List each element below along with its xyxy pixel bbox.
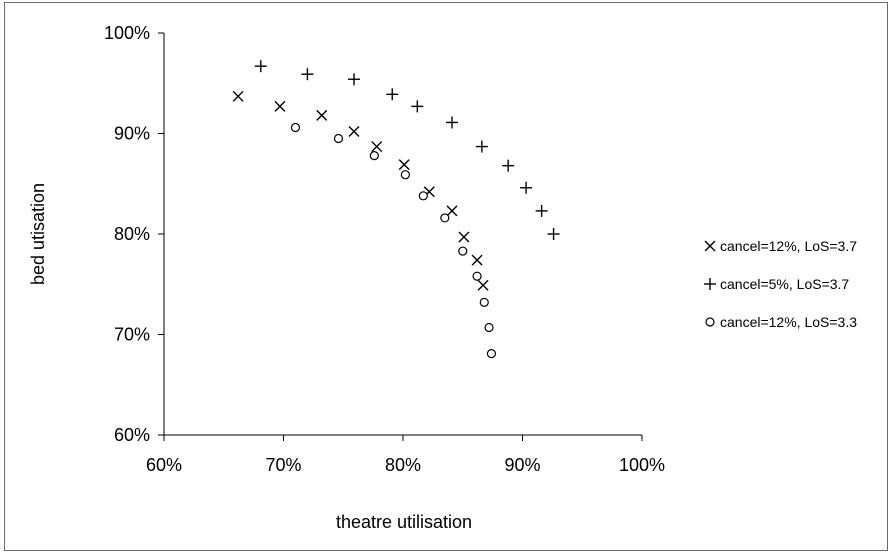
legend-label: cancel=5%, LoS=3.7 xyxy=(720,276,849,292)
x-axis-title: theatre utilisation xyxy=(336,512,472,532)
data-point xyxy=(479,297,489,307)
data-point xyxy=(445,116,458,129)
y-axis-title: bed utisation xyxy=(28,183,48,285)
data-point xyxy=(400,170,410,180)
x-tick-label: 80% xyxy=(385,455,421,475)
y-tick-label: 80% xyxy=(114,224,150,244)
legend-marker xyxy=(704,278,716,290)
data-point xyxy=(440,213,450,223)
data-point xyxy=(472,271,482,281)
axes xyxy=(158,32,643,441)
data-point xyxy=(458,231,470,243)
data-point xyxy=(348,73,361,86)
legend-label: cancel=12%, LoS=3.7 xyxy=(720,238,857,254)
data-point xyxy=(535,204,548,217)
legend-item: cancel=5%, LoS=3.7 xyxy=(704,276,849,292)
data-point xyxy=(274,100,286,112)
y-tick-label: 70% xyxy=(114,325,150,345)
legend-item: cancel=12%, LoS=3.7 xyxy=(704,238,857,254)
data-point xyxy=(547,228,560,240)
data-point xyxy=(398,159,410,171)
series-3 xyxy=(290,122,497,359)
x-tick-label: 90% xyxy=(504,455,540,475)
y-tick-labels: 60% 70% 80% 90% 100% xyxy=(104,23,150,445)
data-point xyxy=(254,60,267,73)
data-point xyxy=(477,279,489,291)
legend-marker xyxy=(704,240,716,252)
data-point xyxy=(232,90,244,102)
chart-frame xyxy=(4,2,888,551)
data-point xyxy=(471,254,483,266)
data-point xyxy=(386,88,399,101)
data-point xyxy=(290,122,301,133)
data-point xyxy=(520,181,533,194)
data-point xyxy=(446,205,458,217)
data-point xyxy=(502,159,515,172)
data-point xyxy=(333,133,344,144)
data-point xyxy=(301,68,314,81)
data-marks xyxy=(232,60,560,359)
data-point xyxy=(484,322,494,333)
data-point xyxy=(411,100,424,113)
legend-item: cancel=12%, LoS=3.3 xyxy=(705,314,857,330)
data-point xyxy=(371,141,383,153)
x-tick-labels: 60% 70% 80% 90% 100% xyxy=(146,455,665,475)
y-tick-label: 90% xyxy=(114,124,150,144)
data-point xyxy=(418,191,428,201)
legend-marker xyxy=(705,317,715,327)
x-tick-label: 60% xyxy=(146,455,182,475)
legend: cancel=12%, LoS=3.7 cancel=5%, LoS=3.7 can… xyxy=(704,238,857,330)
x-tick-label: 70% xyxy=(265,455,301,475)
y-tick-label: 100% xyxy=(104,23,150,43)
x-tick-label: 100% xyxy=(619,455,665,475)
series-1 xyxy=(232,90,489,291)
y-tick-label: 60% xyxy=(114,425,150,445)
data-point xyxy=(486,348,497,359)
data-point xyxy=(458,246,468,256)
series-2 xyxy=(254,60,560,240)
data-point xyxy=(475,140,488,153)
data-point xyxy=(348,125,360,137)
data-point xyxy=(369,151,379,161)
data-point xyxy=(316,109,328,121)
legend-label: cancel=12%, LoS=3.3 xyxy=(720,314,857,330)
